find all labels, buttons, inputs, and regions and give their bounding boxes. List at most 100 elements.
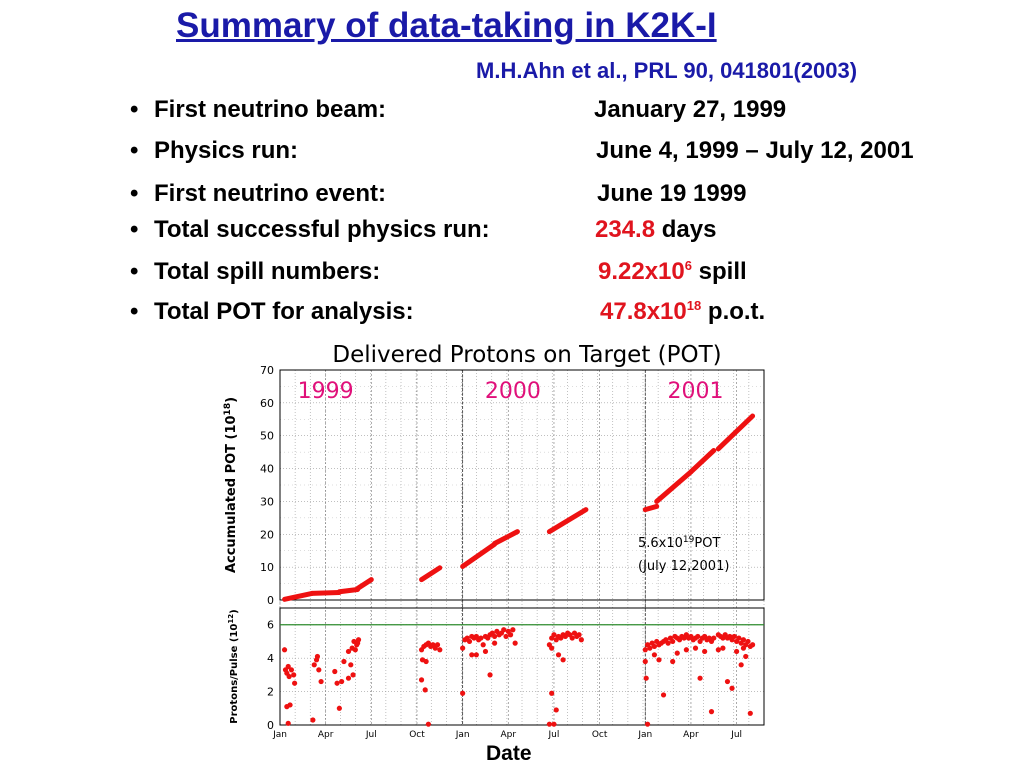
bullet-row: • Physics run: June 4, 1999 – July 12, 20… <box>130 137 914 165</box>
x-tick-label: Jul <box>365 730 377 740</box>
data-series-segment <box>688 448 717 475</box>
data-series-segment <box>419 565 443 583</box>
data-point <box>644 721 651 727</box>
value-unit: p.o.t. <box>701 298 766 325</box>
value-unit: days <box>655 216 717 243</box>
data-point <box>560 657 566 663</box>
year-label: 2001 <box>668 379 724 404</box>
bullet-value: 9.22x106 spill <box>598 258 747 286</box>
data-point <box>487 672 493 678</box>
data-point <box>546 721 552 727</box>
data-point <box>418 677 425 683</box>
y-tick-label: 30 <box>260 495 274 508</box>
data-series-segment <box>642 503 660 513</box>
bullet-row: • First neutrino beam: January 27, 1999 <box>130 96 786 124</box>
x-tick-label: Apr <box>683 730 699 740</box>
data-point <box>422 687 428 693</box>
slide-title: Summary of data-taking in K2K-I <box>176 6 717 45</box>
bullet-value: June 4, 1999 – July 12, 2001 <box>596 137 914 164</box>
highlight-value: 234.8 <box>595 216 656 243</box>
annotation-date: (July 12,2001) <box>638 559 729 574</box>
x-tick-label: Jan <box>455 730 470 740</box>
data-point <box>740 637 747 643</box>
bullet-value: June 19 1999 <box>597 180 747 207</box>
x-axis-title: Date <box>486 742 532 765</box>
data-series-segment <box>492 529 520 546</box>
x-tick-label: Jul <box>730 730 742 740</box>
data-point <box>743 653 749 660</box>
data-point <box>695 633 701 640</box>
data-point <box>569 635 575 641</box>
highlight-exponent: 18 <box>686 298 702 313</box>
data-point <box>501 627 507 633</box>
data-point <box>332 668 338 675</box>
value-unit: spill <box>692 258 747 285</box>
y-axis-title: Accumulated POT (1018) <box>223 397 239 573</box>
data-point <box>503 633 509 640</box>
panel-frame <box>279 369 765 601</box>
data-point <box>745 638 751 645</box>
data-point <box>437 647 443 653</box>
data-point <box>665 640 671 646</box>
data-point <box>492 633 498 640</box>
data-point <box>478 635 484 641</box>
data-point <box>724 678 731 685</box>
bullet-icon: • <box>130 180 139 207</box>
data-point <box>553 707 559 713</box>
x-tick-label: Jan <box>637 730 652 740</box>
y-tick-label: 0 <box>267 719 274 732</box>
data-point <box>549 645 555 651</box>
data-point <box>711 635 717 641</box>
data-point <box>720 645 726 651</box>
data-point <box>549 690 555 696</box>
y-tick-label: 4 <box>267 652 274 665</box>
data-point <box>284 704 290 710</box>
data-point <box>697 675 703 681</box>
bullet-value: 47.8x1018 p.o.t. <box>600 298 765 326</box>
pot-chart: Delivered Protons on Target (POT) Jan Apr J… <box>223 342 765 740</box>
y-tick-label: 6 <box>267 619 274 632</box>
x-tick-label: Oct <box>592 730 608 740</box>
data-point <box>345 648 352 655</box>
data-point <box>288 667 295 673</box>
data-point <box>747 710 753 716</box>
data-point <box>334 680 340 686</box>
data-series-segment <box>336 586 361 595</box>
bullet-icon: • <box>130 258 139 285</box>
data-point <box>419 657 426 663</box>
data-point <box>736 635 742 641</box>
x-tick-label: Jul <box>548 730 560 740</box>
bullet-row: • Total successful physics run: 234.8 day… <box>130 216 716 244</box>
data-point <box>355 637 362 643</box>
data-point <box>314 653 321 660</box>
data-point <box>578 637 584 643</box>
data-point <box>345 675 352 681</box>
x-tick-label: Oct <box>409 730 425 740</box>
data-point <box>311 662 317 668</box>
data-point <box>352 647 358 653</box>
reference-citation: M.H.Ahn et al., PRL 90, 041801(2003) <box>476 58 858 83</box>
data-point <box>281 647 288 653</box>
data-series-segment <box>282 590 315 602</box>
y-tick-label: 20 <box>260 528 274 541</box>
data-point <box>291 672 297 678</box>
data-point <box>316 667 322 673</box>
data-point <box>339 678 345 685</box>
data-point <box>670 658 676 665</box>
chart-title: Delivered Protons on Target (POT) <box>332 342 721 368</box>
highlight-value: 47.8x10 <box>600 298 687 325</box>
data-point <box>286 673 292 680</box>
data-point <box>310 717 316 723</box>
x-tick-label: Jan <box>272 730 287 740</box>
data-series-segment <box>654 469 694 504</box>
data-point <box>551 632 557 638</box>
data-point <box>647 645 653 651</box>
data-series-segment <box>715 413 756 452</box>
data-point <box>643 675 649 681</box>
y-axis-title: Protons/Pulse (1012) <box>227 609 240 723</box>
data-point <box>350 672 356 678</box>
data-point <box>651 643 658 650</box>
x-tick-label: Apr <box>318 730 334 740</box>
data-point <box>434 642 441 648</box>
data-point <box>738 662 744 668</box>
